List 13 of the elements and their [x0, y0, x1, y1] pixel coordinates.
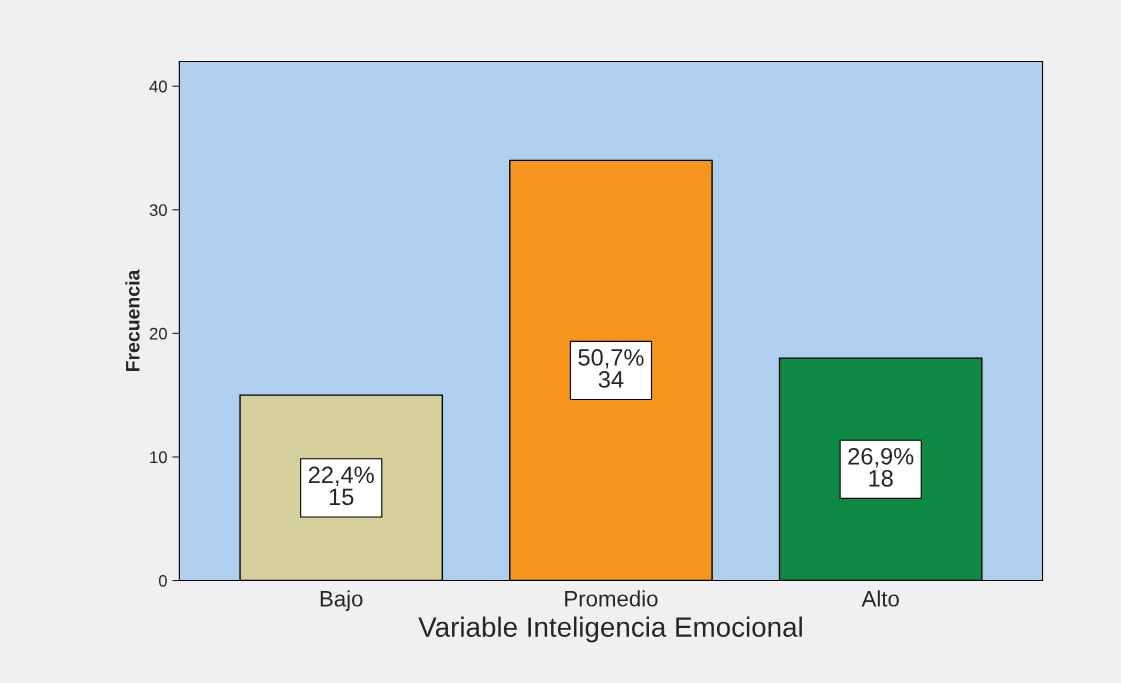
x-tick-label: Bajo [320, 590, 363, 611]
y-tick-label: 0 [158, 574, 167, 587]
x-tick-label: Promedio [565, 590, 658, 607]
data-label: 50,7% 34 [578, 349, 644, 388]
data-label: 26,9% 18 [848, 447, 914, 487]
y-tick-label: 20 [149, 327, 167, 340]
x-tick-label: Alto [861, 590, 899, 607]
y-tick-label: 40 [149, 80, 167, 93]
y-tick-label: 10 [150, 451, 167, 464]
data-label: 22,4% 15 [308, 466, 374, 506]
y-tick-label: 30 [149, 204, 167, 216]
x-axis-title: Variable Inteligencia Emocional [418, 616, 802, 643]
y-axis-title: Frecuencia [125, 269, 140, 372]
